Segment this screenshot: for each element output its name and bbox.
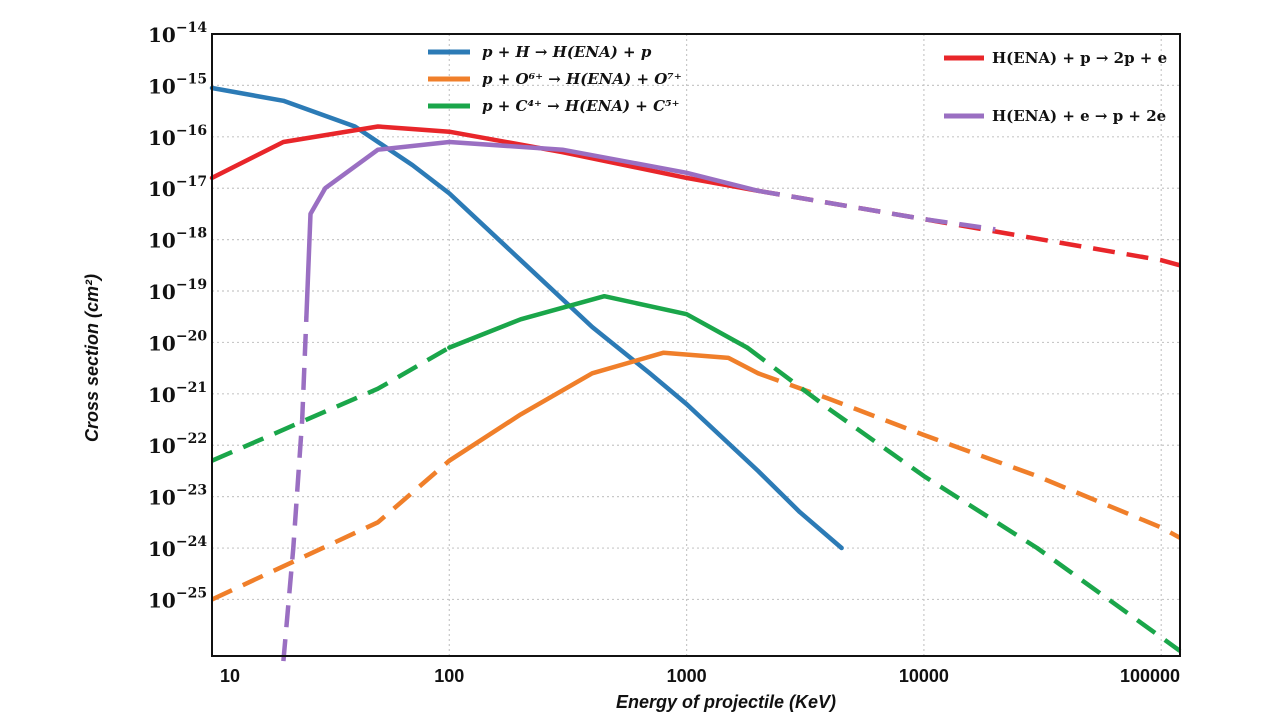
legend-right: H(ENA) + p → 2p + e H(ENA) + e → p + 2e xyxy=(944,49,1167,125)
y-tick-label: 10−21 xyxy=(148,380,207,407)
plot-frame xyxy=(211,33,1181,657)
y-tick-label: 10−23 xyxy=(148,483,207,510)
series-p+C4+ xyxy=(211,293,1182,653)
y-axis-label: Cross section (cm²) xyxy=(82,274,102,442)
series-line-dashed xyxy=(757,371,1182,540)
y-tick-labels: 10−14 10−15 10−16 10−17 10−18 10−19 10−20 10−21… xyxy=(148,20,207,612)
x-tick-label: 10 xyxy=(220,666,240,686)
legend-label: p + C⁴⁺ → H(ENA) + C⁵⁺ xyxy=(482,97,680,115)
y-tick-label: 10−15 xyxy=(148,71,207,98)
x-tick-labels: 10 100 1000 10000 100000 xyxy=(220,666,1180,686)
y-tick-label: 10−14 xyxy=(148,20,207,47)
series-He xyxy=(281,139,996,662)
series-line-dashed xyxy=(281,316,309,662)
series-line-dashed xyxy=(757,188,996,232)
x-tick-label: 100 xyxy=(434,666,464,686)
y-tick-label: 10−19 xyxy=(148,277,207,304)
series-p+H xyxy=(209,85,844,551)
series-p+O6+ xyxy=(211,350,1182,602)
legend-label: p + O⁶⁺ → H(ENA) + O⁷⁺ xyxy=(482,70,682,88)
series-layer xyxy=(209,85,1182,662)
legend-left: p + H → H(ENA) + p p + O⁶⁺ → H(ENA) + O⁷⁺… xyxy=(428,43,682,115)
series-line-dashed xyxy=(745,345,1182,653)
legend-label: p + H → H(ENA) + p xyxy=(482,43,652,61)
series-line-dashed xyxy=(757,188,1181,268)
legend-label: H(ENA) + e → p + 2e xyxy=(992,107,1166,125)
y-tick-label: 10−16 xyxy=(148,123,207,150)
series-Hp xyxy=(209,124,1181,268)
y-tick-label: 10−17 xyxy=(148,174,207,201)
y-tick-label: 10−25 xyxy=(148,585,207,612)
y-tick-label: 10−18 xyxy=(148,226,207,253)
x-tick-label: 100000 xyxy=(1120,666,1180,686)
x-axis-label: Energy of projectile (KeV) xyxy=(616,692,836,712)
series-line-dashed xyxy=(211,345,451,463)
y-tick-label: 10−24 xyxy=(148,534,207,561)
legend-label: H(ENA) + p → 2p + e xyxy=(992,49,1167,67)
series-line-solid xyxy=(304,139,761,319)
series-line-solid xyxy=(209,124,761,194)
series-line-dashed xyxy=(211,458,451,602)
series-line-solid xyxy=(447,293,750,350)
x-tick-label: 10000 xyxy=(899,666,949,686)
y-tick-label: 10−20 xyxy=(148,328,207,355)
y-tick-label: 10−22 xyxy=(148,431,207,458)
series-line-solid xyxy=(447,350,761,463)
x-tick-label: 1000 xyxy=(667,666,707,686)
series-line-solid xyxy=(209,85,844,551)
